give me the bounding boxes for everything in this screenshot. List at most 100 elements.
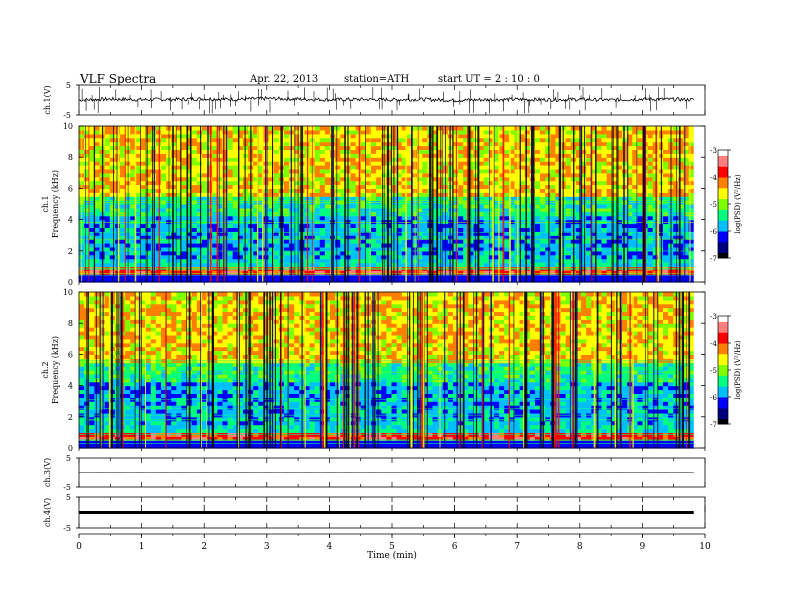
- ch1-spectrogram-cell: [314, 192, 321, 197]
- ch1-spectrogram-cell: [493, 223, 500, 228]
- ch1-spectrogram-cell: [524, 176, 531, 182]
- ch1-spectrogram-cell: [396, 196, 403, 201]
- ch1-spectrogram-cell: [611, 165, 618, 170]
- ch1-spectrogram-cell: [263, 274, 270, 279]
- ch1-spectrogram-cell: [488, 126, 495, 131]
- ch1-spectrogram-cell: [94, 258, 101, 264]
- ch1-spectrogram-cell: [422, 153, 428, 158]
- ch1-spectrogram-cell: [657, 133, 664, 139]
- start-time-label: start UT = 2 : 10 : 0: [438, 74, 540, 85]
- ch1-spectrogram-cell: [371, 157, 377, 162]
- ch1-spectrogram-cell: [160, 219, 167, 225]
- ch1-spectrogram-cell: [365, 145, 372, 150]
- ch1-spectrogram-cell: [140, 254, 147, 260]
- ch1-spectrogram-cell: [89, 168, 95, 174]
- ch1-spectrogram-cell: [509, 157, 516, 162]
- ch1-spectrogram-cell: [84, 250, 90, 256]
- ch1-spectrogram-cell: [283, 126, 290, 131]
- ch1-spectrogram-cell: [488, 239, 495, 244]
- ch1-spectrogram-cell: [406, 219, 413, 225]
- ch1-spectrogram-cell: [386, 137, 393, 143]
- ch1-spectrogram-cell: [678, 137, 685, 143]
- ch1-spectrogram-cell: [591, 223, 597, 228]
- ch1-spectrogram-cell: [237, 149, 244, 154]
- ch1-spectrogram-cell: [627, 172, 633, 178]
- ch1-spectrogram-cell: [422, 188, 428, 193]
- ch1-spectrogram-cell: [365, 129, 372, 135]
- ch1-spectrogram-cell: [94, 196, 101, 201]
- ch1-spectrogram-cell: [483, 204, 490, 209]
- ch1-spectrogram-cell: [181, 239, 188, 244]
- ch1-spectrogram-cell: [94, 149, 101, 154]
- ch1-spectrogram-cell: [616, 227, 623, 232]
- ch1-spectrogram-cell: [140, 250, 147, 256]
- ch1-spectrogram-cell: [114, 180, 121, 186]
- ch1-spectrogram-cell: [683, 172, 690, 178]
- ch1-spectrogram-cell: [253, 165, 259, 170]
- ch1-spectrogram-cell: [140, 157, 147, 162]
- ch1-spectrogram-cell: [406, 126, 413, 131]
- ch1-spectrogram-cell: [283, 196, 290, 201]
- ch1-spectrogram-cell: [314, 207, 321, 213]
- ch1-spectrogram-cell: [283, 219, 290, 225]
- ch1-spectrogram-cell: [606, 184, 613, 189]
- ch1-spectrogram-cell: [622, 243, 628, 248]
- ch1-spectrogram-cell: [493, 133, 500, 139]
- ch1-spectrogram-cell: [237, 227, 244, 232]
- ch1-spectrogram-cell: [376, 278, 382, 283]
- ch1-spectrogram-cell: [376, 258, 382, 264]
- ch1-spectrogram-cell: [601, 278, 608, 283]
- ch1-spectrogram-cell: [652, 129, 659, 135]
- ch1-spectrogram-cell: [371, 250, 377, 256]
- ch1-spectrogram-cell: [468, 184, 475, 189]
- ch1-spectrogram-cell: [473, 126, 480, 131]
- ch1-spectrogram-cell: [171, 239, 177, 244]
- ch1-spectrogram-cell: [637, 157, 644, 162]
- ch1-spectrogram-cell: [499, 161, 505, 166]
- ch1-spectrogram-cell: [160, 145, 167, 150]
- ch1-spectrogram-cell: [519, 168, 526, 174]
- ch1-spectrogram-cell: [201, 223, 208, 228]
- ch1-spectrogram-cell: [499, 258, 505, 264]
- ch1-spectrogram-cell: [360, 235, 367, 240]
- ch1-spectrogram-cell: [160, 188, 167, 193]
- ch1-spectrogram-cell: [104, 141, 111, 147]
- ch1-spectrogram-cell: [140, 188, 147, 193]
- ch1-spectrogram-cell: [335, 172, 341, 178]
- ch1-spectrogram-cell: [222, 270, 229, 275]
- ch1-spectrogram-cell: [324, 258, 331, 264]
- ch1-spectrogram-cell: [340, 196, 346, 201]
- ch1-spectrogram-cell: [509, 223, 516, 228]
- ch1-spectrogram-cell: [473, 223, 480, 228]
- ch1-spectrogram-cell: [647, 172, 654, 178]
- ch1-spectrogram-cell: [550, 235, 557, 240]
- ch1-spectrogram-cell: [94, 133, 101, 139]
- ch1-spectrogram-cell: [314, 165, 321, 170]
- ch1-spectrogram-cell: [222, 184, 229, 189]
- ch1-spectrogram-cell: [130, 219, 136, 225]
- ch1-spectrogram-cell: [545, 227, 551, 232]
- ch1-spectrogram-cell: [627, 215, 633, 221]
- ch1-spectrogram-cell: [176, 172, 183, 178]
- ch1-spectrogram-cell: [160, 180, 167, 186]
- ch1-spectrogram-cell: [273, 129, 280, 135]
- ch1-spectrogram-cell: [191, 215, 198, 221]
- ch1-spectrogram-cell: [611, 270, 618, 275]
- ch1-spectrogram-cell: [171, 254, 177, 260]
- ch1-spectrogram-cell: [196, 196, 203, 201]
- ch1-spectrogram-cell: [493, 258, 500, 264]
- ch1-spectrogram-cell: [663, 165, 669, 170]
- ch1-spectrogram-cell: [432, 176, 439, 182]
- ch1-spectrogram-cell: [540, 168, 546, 174]
- ch1-spectrogram-cell: [253, 188, 259, 193]
- ch1-spectrogram-cell: [627, 157, 633, 162]
- ch1-spectrogram-cell: [242, 246, 249, 252]
- ch1-spectrogram-cell: [104, 274, 111, 279]
- ch1-spectrogram-cell: [340, 172, 346, 178]
- ch1-spectrogram-cell: [253, 278, 259, 283]
- ch1-spectrogram-cell: [622, 270, 628, 275]
- ch1-spectrogram-cell: [581, 246, 587, 252]
- ch1-spectrogram-cell: [150, 141, 157, 147]
- ch1-spectrogram-cell: [196, 270, 203, 275]
- ch1-spectrogram-cell: [458, 172, 464, 178]
